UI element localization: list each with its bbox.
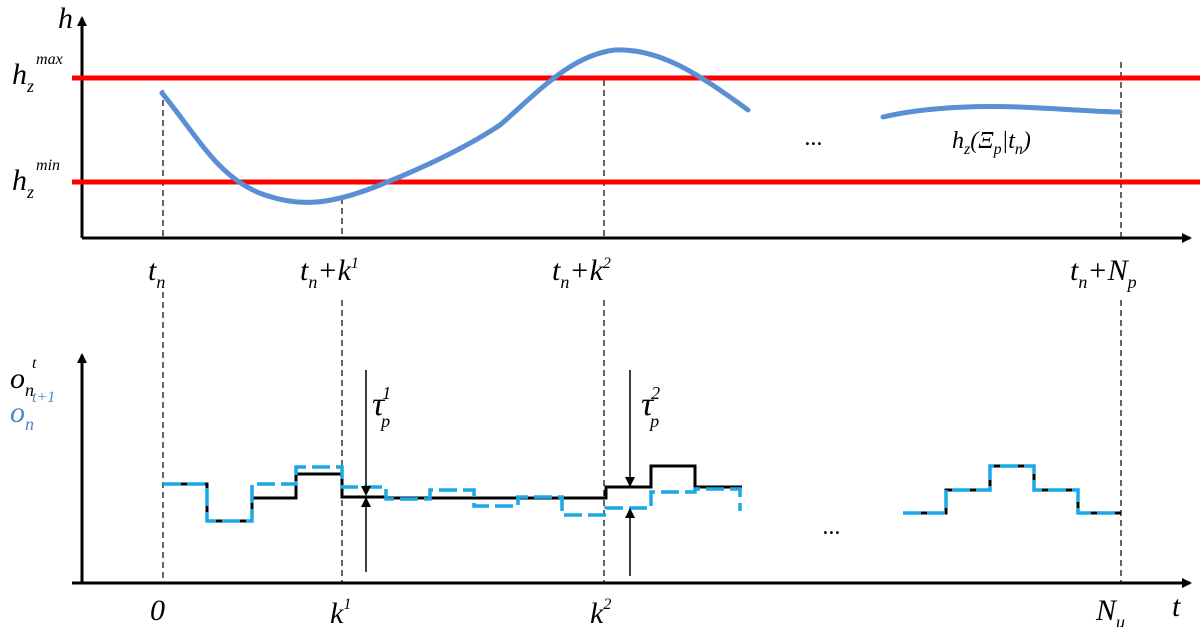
signal-next-tail	[903, 464, 1121, 515]
tau-2-label: τ2 p	[641, 383, 660, 431]
top-y-axis-label: h	[58, 2, 73, 35]
bottom-ellipsis: ...	[823, 514, 841, 540]
upper-bound-label: hzmax	[12, 51, 63, 96]
signal-current	[163, 464, 742, 523]
signal-current-tail	[903, 464, 1121, 515]
tick-tn-k1: tn+k1	[300, 254, 359, 292]
lower-bound-label: hzmin	[12, 157, 60, 202]
top-ellipsis: ...	[805, 125, 823, 151]
tick-zero: 0	[150, 594, 165, 627]
tick-tn-k2: tn+k2	[552, 254, 611, 292]
tick-k2: k2	[590, 596, 611, 627]
tick-tn: tn	[148, 254, 165, 292]
tau-1-label: τ1 p	[372, 383, 391, 431]
panel-connectors	[162, 292, 1122, 583]
signal-current-label: ont	[10, 355, 37, 400]
tick-k1: k1	[330, 596, 351, 627]
curve-label: hz(Ξp|tn)	[952, 128, 1031, 158]
signal-next	[163, 465, 742, 523]
predicted-curve-segment-1	[159, 47, 751, 205]
tick-tn-np: tn+Np	[1070, 254, 1137, 292]
bottom-x-axis-label: t	[1172, 590, 1181, 623]
top-guide-lines	[162, 62, 1122, 238]
signal-next-label: ont+1	[10, 389, 55, 434]
tick-nu: Nu	[1095, 594, 1125, 627]
predicted-curve-segment-2	[880, 104, 1123, 120]
